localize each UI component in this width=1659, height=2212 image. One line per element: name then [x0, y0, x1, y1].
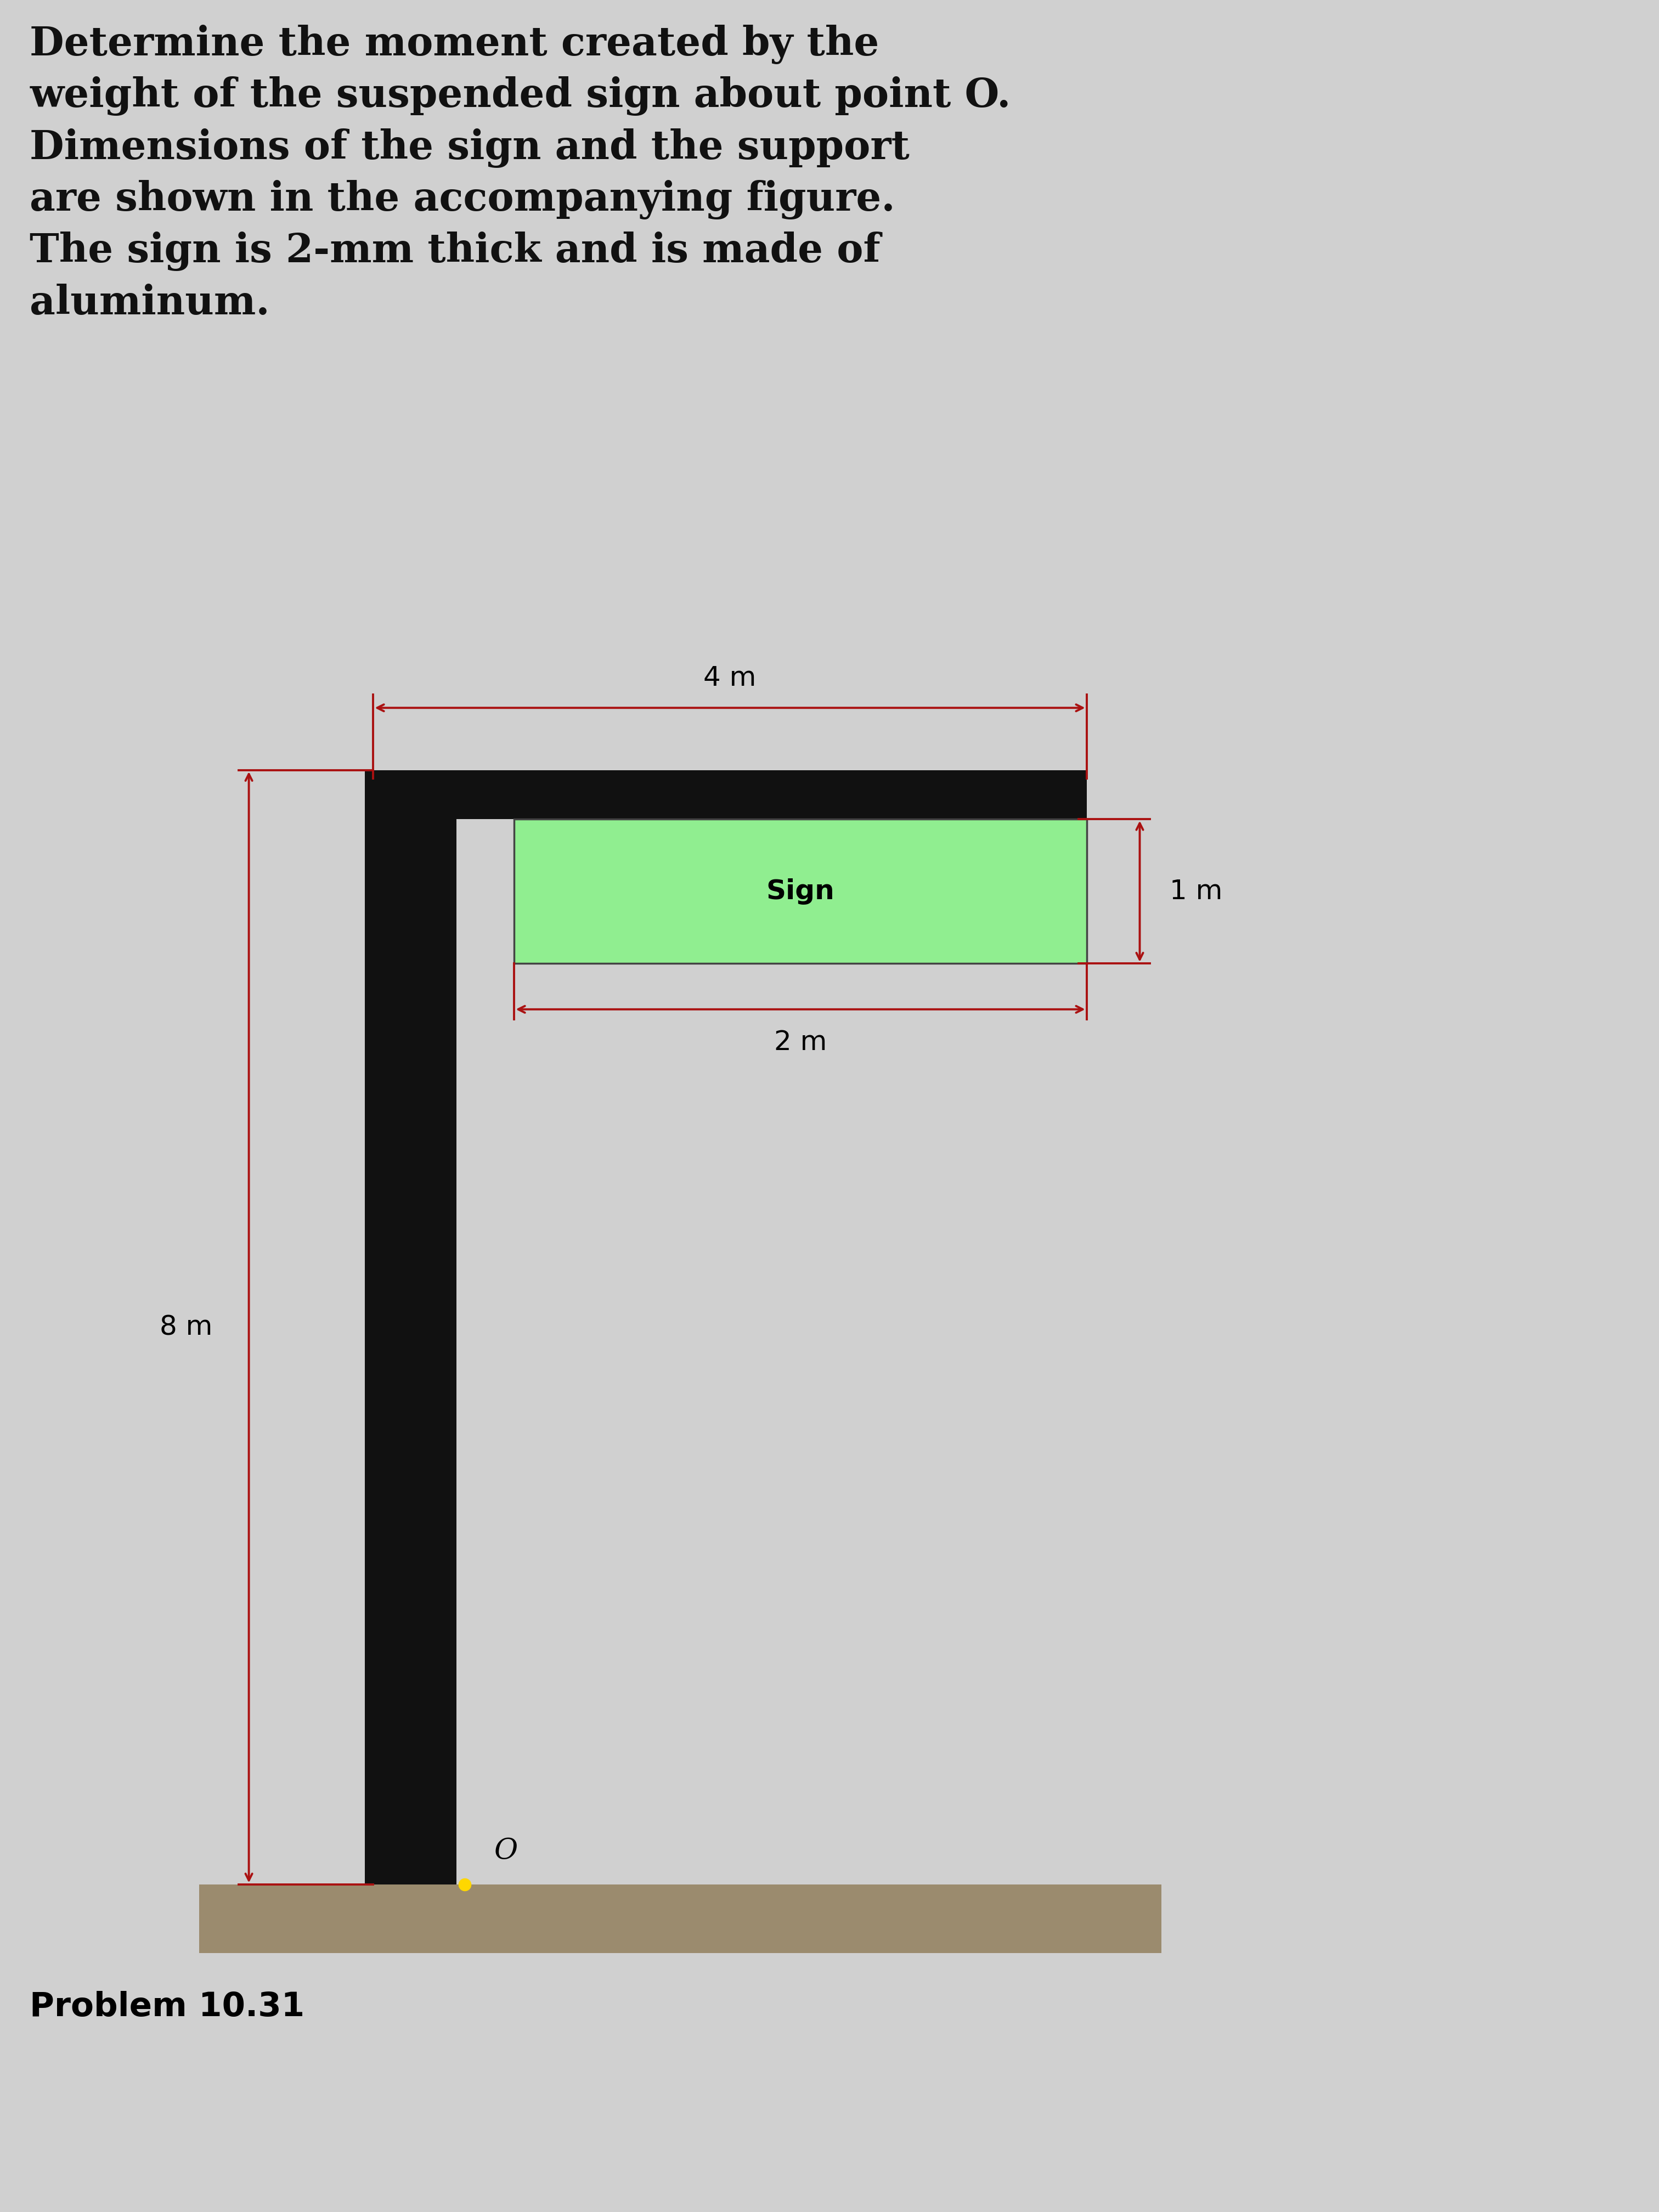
Text: O: O	[494, 1836, 518, 1865]
Bar	[199, 1885, 1161, 1953]
Bar	[365, 770, 1087, 818]
Text: 8 m: 8 m	[159, 1314, 212, 1340]
Text: Sign: Sign	[766, 878, 834, 905]
Bar	[514, 818, 1087, 964]
Text: 4 m: 4 m	[703, 666, 757, 692]
Bar	[365, 770, 456, 1885]
Text: 2 m: 2 m	[775, 1029, 826, 1055]
Text: 1 m: 1 m	[1170, 878, 1223, 905]
Text: Determine the moment created by the
weight of the suspended sign about point O.
: Determine the moment created by the weig…	[30, 24, 1010, 323]
Text: Problem 10.31: Problem 10.31	[30, 1991, 305, 2024]
